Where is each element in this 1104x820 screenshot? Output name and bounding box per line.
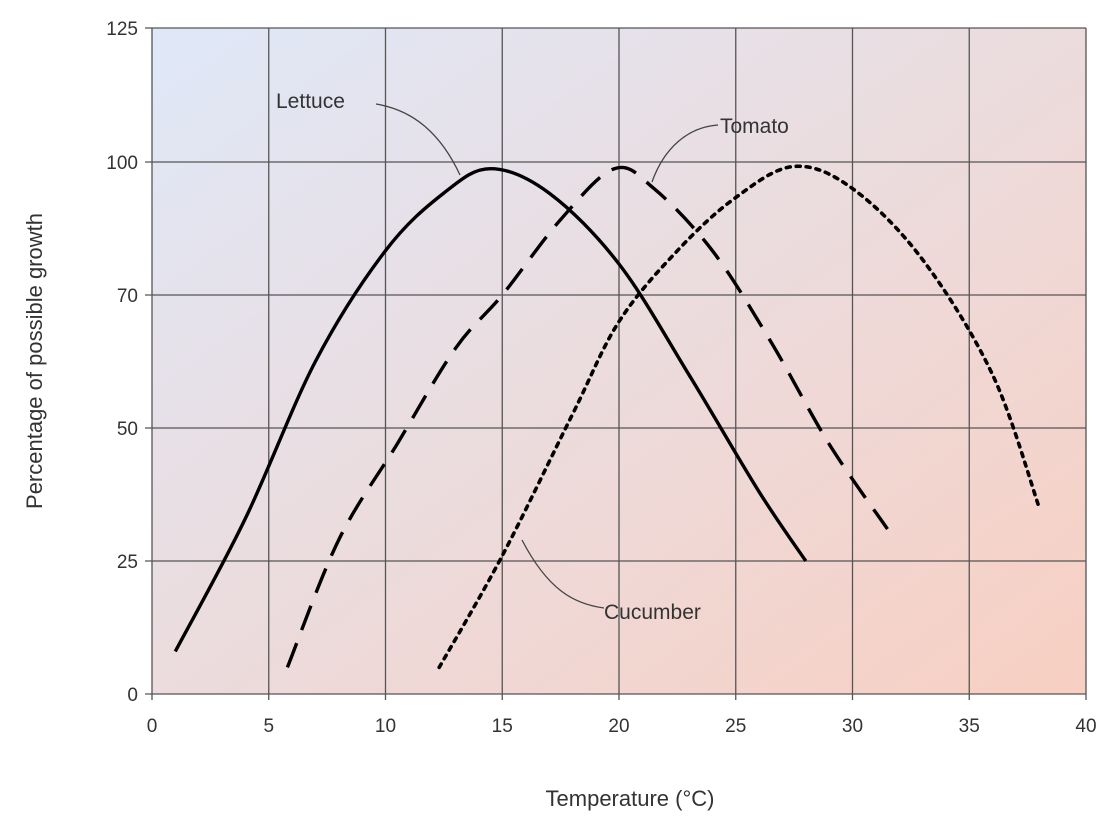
- x-tick-label-5: 5: [263, 716, 274, 737]
- series-line-cucumber: [437, 164, 1042, 670]
- series-label-tomato: Tomato: [720, 115, 789, 138]
- label-connector-tomato: [651, 124, 719, 183]
- y-axis-title: Percentage of possible growth: [22, 213, 47, 509]
- y-tick-label-25: 25: [117, 552, 138, 573]
- series-line-tomato: [285, 165, 889, 669]
- x-tick-label-30: 30: [842, 716, 863, 737]
- x-tick-label-15: 15: [492, 716, 513, 737]
- label-connector-cucumber: [521, 539, 605, 609]
- x-tick-label-25: 25: [725, 716, 746, 737]
- y-tick-label-50: 50: [117, 419, 138, 440]
- y-tick-label-125: 125: [106, 19, 138, 40]
- x-tick-label-40: 40: [1075, 716, 1096, 737]
- x-tick-label-10: 10: [375, 716, 396, 737]
- label-connectors: [375, 103, 719, 609]
- y-tick-label-70: 70: [117, 286, 138, 307]
- series-label-cucumber: Cucumber: [604, 601, 701, 624]
- y-tick-label-100: 100: [106, 153, 138, 174]
- y-tick-label-0: 0: [127, 685, 138, 706]
- x-tick-label-20: 20: [608, 716, 629, 737]
- series-labels: Lettuce Tomato Cucumber: [276, 90, 789, 624]
- series-lines: [173, 164, 1042, 670]
- x-axis-title: Temperature (°C): [546, 786, 715, 811]
- series-line-lettuce: [173, 166, 808, 653]
- x-tick-label-0: 0: [147, 716, 158, 737]
- tick-labels: 0 5 10 15 20 25 30 35 40 0 25 50 70 100 125: [106, 19, 1096, 737]
- x-tick-label-35: 35: [959, 716, 980, 737]
- series-label-lettuce: Lettuce: [276, 90, 345, 113]
- grid-lines: [145, 27, 1087, 700]
- label-connector-lettuce: [375, 103, 461, 176]
